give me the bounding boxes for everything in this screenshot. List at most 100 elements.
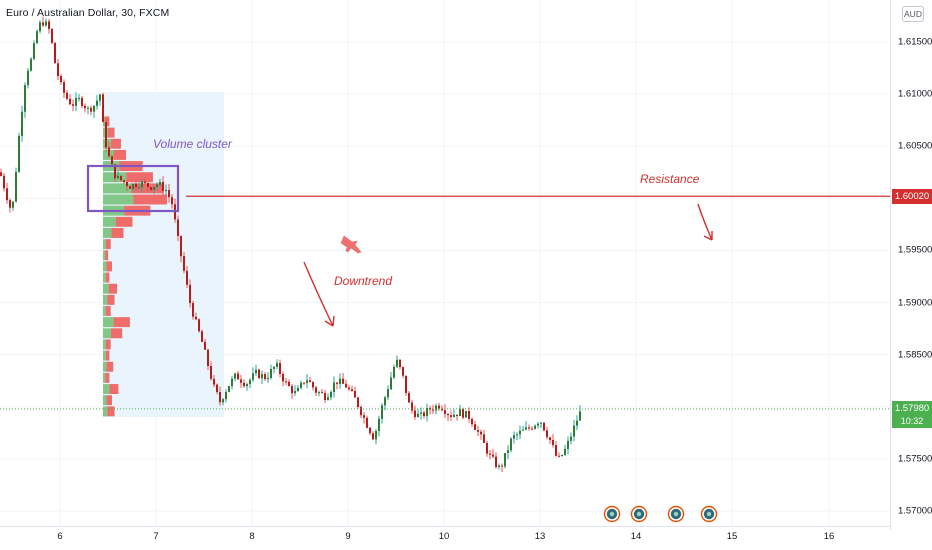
profile-bar-bid xyxy=(103,372,106,383)
price-tick-label: 1.61000 xyxy=(898,88,932,100)
profile-bar-ask xyxy=(106,395,112,406)
profile-bar-ask xyxy=(105,272,110,283)
candle-body xyxy=(408,392,410,403)
candle-body xyxy=(477,429,479,432)
candle-body xyxy=(498,465,500,468)
profile-bar-bid xyxy=(103,395,107,406)
candle-body xyxy=(354,390,356,398)
price-tick-label: 1.57500 xyxy=(898,453,932,465)
candle-body xyxy=(288,381,290,387)
candle-body xyxy=(228,386,230,392)
candle-body xyxy=(312,382,314,388)
candle-body xyxy=(450,415,452,417)
candle-body xyxy=(489,453,491,455)
candle-body xyxy=(132,183,134,189)
candle-body xyxy=(492,454,494,457)
candle-body xyxy=(573,425,575,437)
candle-body xyxy=(222,399,224,403)
profile-bar-bid xyxy=(103,328,111,339)
volume-profile-background xyxy=(103,92,224,417)
candle-body xyxy=(237,373,239,380)
candle-body xyxy=(546,430,548,438)
profile-bar-bid xyxy=(103,272,106,283)
candle-body xyxy=(249,379,251,385)
profile-bar-bid xyxy=(103,261,107,272)
candle-body xyxy=(48,21,50,29)
candle-body xyxy=(513,435,515,439)
candle-body xyxy=(303,382,305,384)
event-marker-icon[interactable] xyxy=(630,505,648,523)
candle-body xyxy=(507,450,509,454)
candle-body xyxy=(318,392,320,394)
candle-body xyxy=(534,425,536,429)
candle-body xyxy=(258,369,260,379)
profile-bar-ask xyxy=(113,149,127,160)
candle-body xyxy=(123,180,125,183)
candle-body xyxy=(558,455,560,457)
candle-body xyxy=(204,341,206,350)
event-marker-icon[interactable] xyxy=(603,505,621,523)
candle-body xyxy=(273,366,275,369)
candle-body xyxy=(120,175,122,181)
time-tick-label: 8 xyxy=(249,531,255,542)
profile-bar-ask xyxy=(105,116,110,127)
profile-bar-ask xyxy=(105,372,110,383)
profile-bar-bid xyxy=(103,227,112,238)
candle-body xyxy=(36,31,38,44)
candle-body xyxy=(537,423,539,426)
candle-body xyxy=(402,367,404,376)
candle-body xyxy=(435,405,437,411)
event-marker-icon[interactable] xyxy=(700,505,718,523)
candle-body xyxy=(105,122,107,148)
time-tick-label: 7 xyxy=(153,531,159,542)
profile-bar-ask xyxy=(107,406,115,417)
currency-badge[interactable]: AUD xyxy=(902,6,924,22)
candle-body xyxy=(234,373,236,379)
economic-events[interactable] xyxy=(603,505,718,523)
candle-body xyxy=(21,111,23,136)
candle-body xyxy=(186,270,188,285)
candle-body xyxy=(87,107,89,109)
profile-bar-ask xyxy=(105,239,111,250)
candle-body xyxy=(39,22,41,32)
profile-bar-ask xyxy=(106,361,114,372)
volume-cluster-box[interactable] xyxy=(86,164,180,213)
price-tick-label: 1.57000 xyxy=(898,505,932,517)
event-marker-icon[interactable] xyxy=(667,505,685,523)
candle-body xyxy=(180,235,182,257)
profile-bar-ask xyxy=(105,250,109,261)
candle-body xyxy=(66,92,68,99)
profile-bar-ask xyxy=(105,306,111,316)
profile-bar-bid xyxy=(103,194,134,205)
candle-body xyxy=(72,104,74,106)
candle-body xyxy=(231,378,233,387)
candle-body xyxy=(60,76,62,83)
profile-bar-ask xyxy=(105,350,110,361)
price-tick-label: 1.59000 xyxy=(898,297,932,309)
candle-body xyxy=(324,392,326,401)
profile-bar-bid xyxy=(103,384,110,395)
candle-body xyxy=(456,414,458,416)
candle-body xyxy=(15,171,17,202)
candle-body xyxy=(375,430,377,440)
candle-body xyxy=(138,187,140,189)
candle-body xyxy=(108,147,110,157)
profile-bar-ask xyxy=(111,227,124,238)
candle-body xyxy=(444,410,446,415)
candle-body xyxy=(426,407,428,417)
candle-body xyxy=(57,63,59,77)
candle-body xyxy=(6,188,8,201)
profile-bar-ask xyxy=(110,138,121,149)
candle-body xyxy=(321,392,323,394)
candle-body xyxy=(411,402,413,411)
candle-body xyxy=(33,43,35,59)
plane-icon xyxy=(340,235,362,254)
price-tick-label: 1.61500 xyxy=(898,36,932,48)
candle-body xyxy=(12,201,14,208)
candle-body xyxy=(378,418,380,431)
profile-bar-ask xyxy=(109,384,119,395)
candle-body xyxy=(504,453,506,467)
profile-bar-bid xyxy=(103,294,108,305)
